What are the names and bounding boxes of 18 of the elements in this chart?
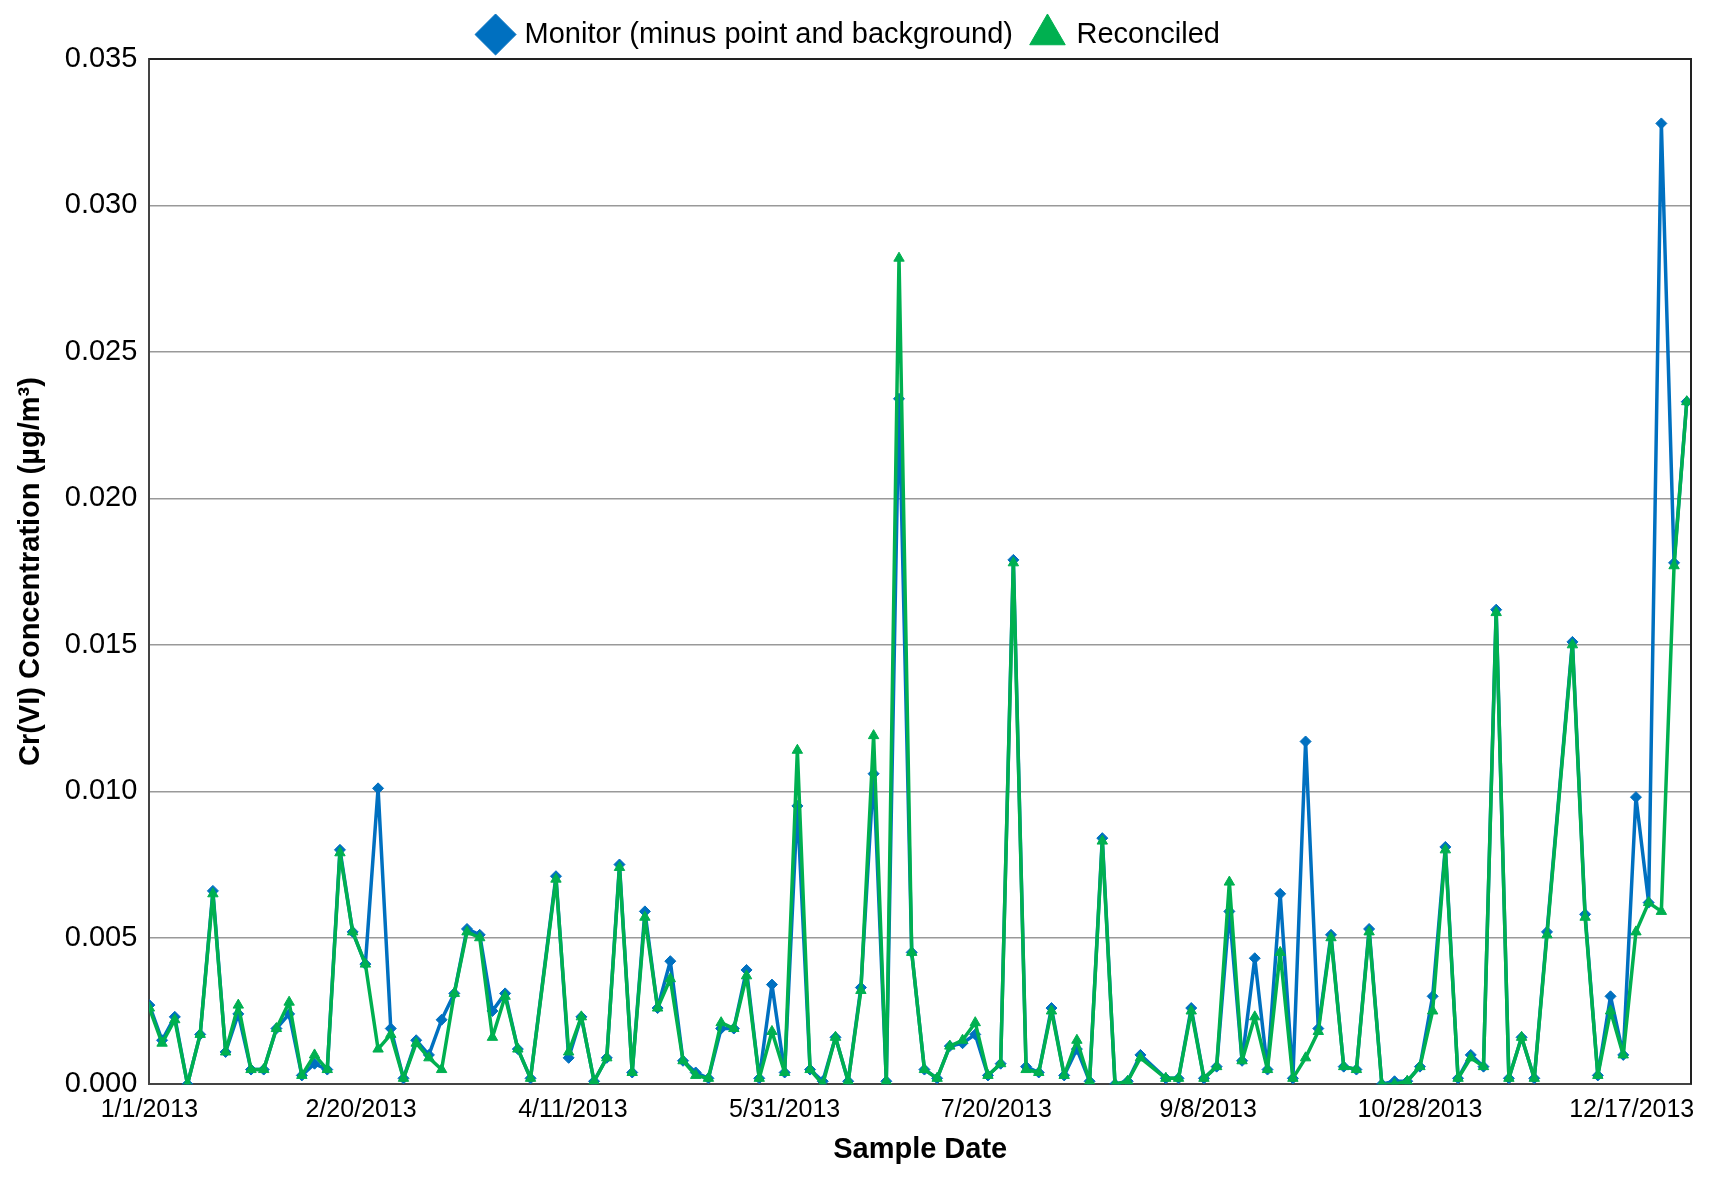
y-tick-label: 0.005: [64, 919, 138, 952]
y-tick-label: 0.020: [64, 480, 138, 513]
legend-label: Monitor (minus point and background): [524, 16, 1013, 49]
x-tick-label: 9/8/2013: [1159, 1094, 1257, 1123]
y-axis-title: Cr(VI) Concentration (µg/m³): [13, 377, 46, 767]
y-tick-label: 0.025: [64, 333, 138, 366]
y-tick-label: 0.010: [64, 773, 138, 806]
y-tick-label: 0.035: [64, 41, 138, 73]
legend-label: Reconciled: [1076, 16, 1220, 49]
x-tick-label: 4/11/2013: [518, 1094, 628, 1123]
x-tick-label: 5/31/2013: [729, 1094, 841, 1123]
x-axis-title: Sample Date: [833, 1131, 1008, 1164]
x-tick-label: 10/28/2013: [1357, 1094, 1483, 1123]
y-tick-label: 0.030: [64, 187, 138, 220]
y-tick-label: 0.015: [64, 626, 138, 659]
x-tick-label: 2/20/2013: [305, 1094, 417, 1123]
x-tick-label: 7/20/2013: [940, 1094, 1053, 1123]
x-tick-label: 12/17/2013: [1569, 1094, 1695, 1123]
